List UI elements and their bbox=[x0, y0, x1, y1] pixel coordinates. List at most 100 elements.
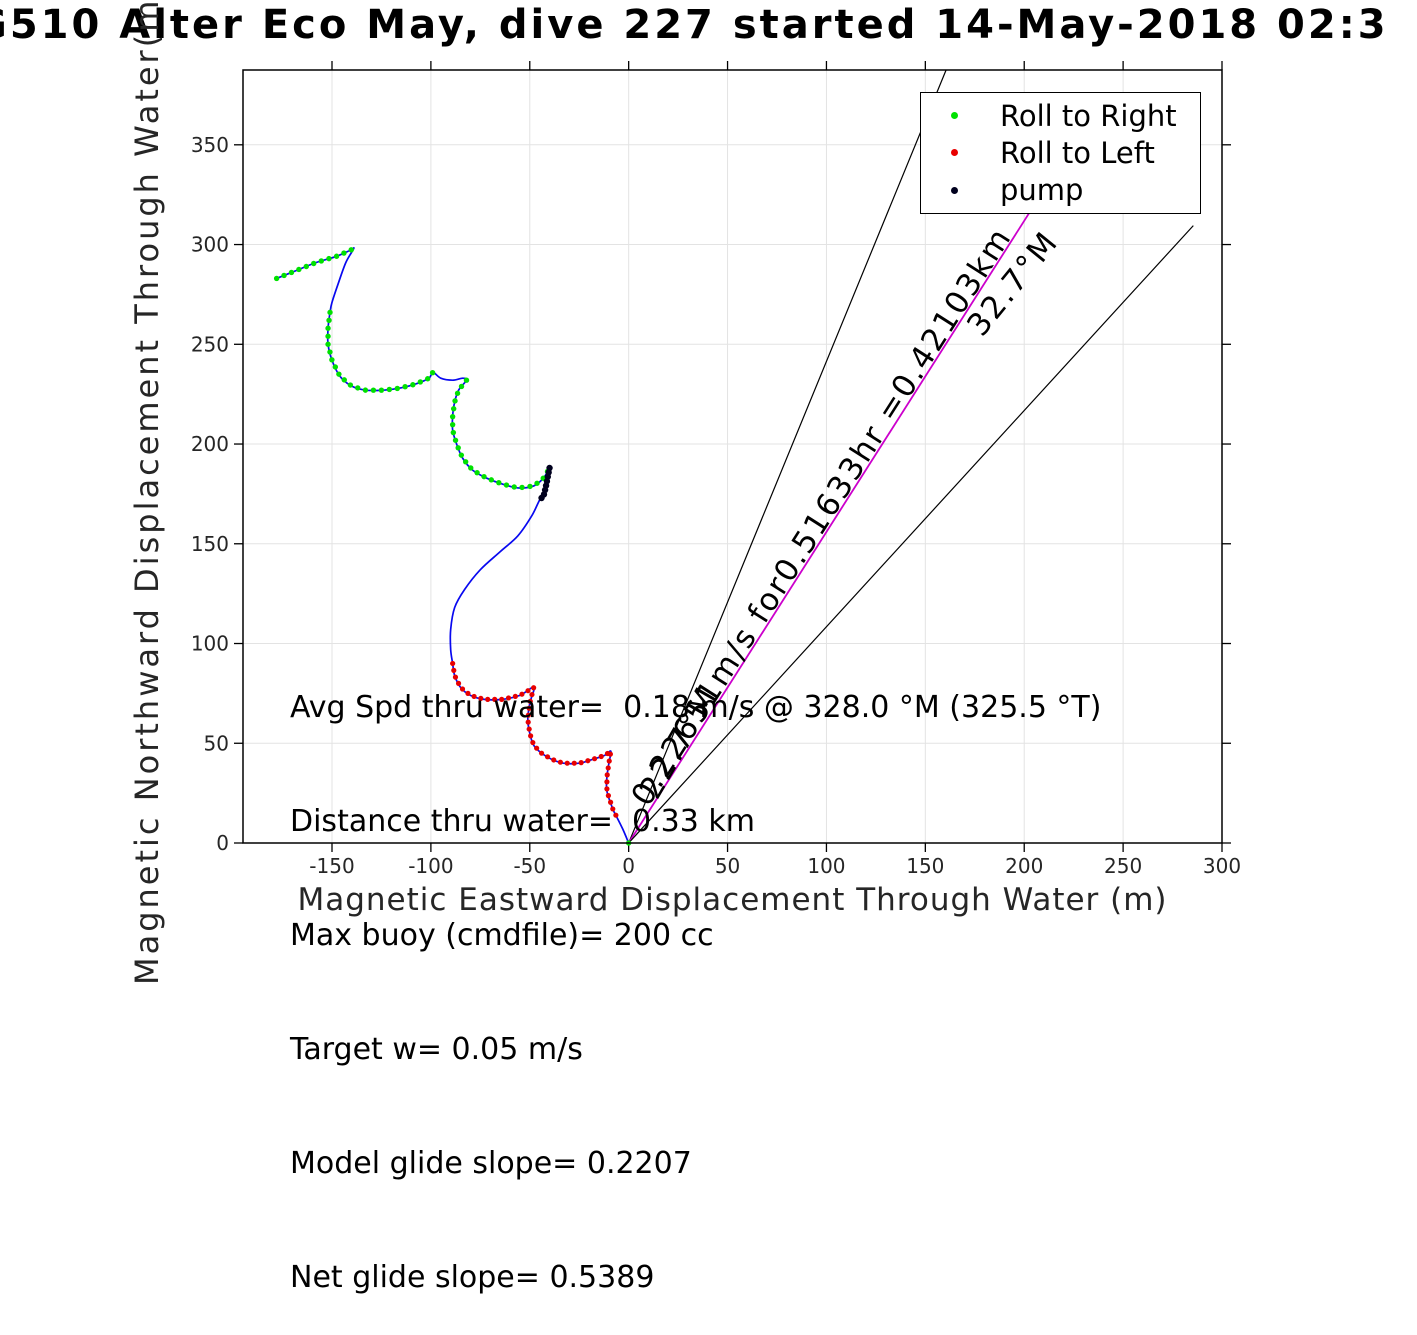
bearing-line-left bbox=[628, 69, 947, 844]
figure-window: { "chart_data": { "type": "line", "title… bbox=[0, 0, 1389, 1295]
roll-left-run-dot bbox=[459, 686, 466, 692]
roll-right-run-2-dot bbox=[326, 317, 332, 324]
roll-right-run-3-dot bbox=[450, 429, 457, 436]
roll-right-run-1-dot bbox=[273, 275, 280, 282]
roll-right-run-3-dot bbox=[511, 484, 517, 490]
roll-right-run-2-dot bbox=[336, 371, 342, 377]
x-tick-label: 50 bbox=[715, 854, 740, 878]
roll-left-run-dot bbox=[529, 691, 535, 698]
roll-left-run-dot bbox=[531, 685, 537, 691]
roll-right-run-3-dot bbox=[450, 406, 457, 412]
roll-right-run-2-dot bbox=[386, 386, 393, 393]
bearing-line-right bbox=[628, 225, 1194, 844]
roll-left-run-dot bbox=[551, 757, 557, 763]
roll-right-run-1-dot bbox=[318, 258, 324, 264]
roll-right-run-2-dot bbox=[325, 325, 331, 331]
roll-right-run-2-dot bbox=[341, 377, 347, 383]
roll-left-run-dot bbox=[519, 691, 525, 697]
roll-left-run-dot bbox=[607, 799, 614, 805]
roll-left-run-dot bbox=[607, 751, 613, 757]
roll-left-run-dot bbox=[557, 759, 563, 765]
roll-right-run-3-dot bbox=[496, 479, 502, 486]
roll-left-run-dot bbox=[471, 693, 477, 700]
stat-distance: Distance thru water= 0.33 km bbox=[290, 804, 755, 839]
figure-title: G510 Alter Eco May, dive 227 started 14-… bbox=[0, 2, 1389, 48]
roll-right-run-3-dot bbox=[481, 473, 487, 480]
roll-left-run-dot bbox=[526, 726, 532, 732]
roll-right-run-3-dot bbox=[458, 452, 465, 458]
roll-left-run-dot bbox=[604, 779, 610, 785]
y-tick-label: 250 bbox=[191, 332, 229, 356]
x-tick-label: 0 bbox=[622, 854, 635, 878]
roll-right-run-2-dot bbox=[362, 387, 369, 393]
x-tick-label: 250 bbox=[1104, 854, 1142, 878]
legend-item-roll-right: Roll to Right bbox=[921, 99, 1200, 133]
stats-annotation-block: Avg Spd thru water= 0.18 m/s @ 328.0 °M … bbox=[290, 613, 1101, 1335]
roll-left-run-dot bbox=[610, 806, 616, 812]
roll-right-run-3-dot bbox=[463, 377, 470, 383]
roll-right-run-3-dot bbox=[527, 483, 533, 490]
roll-left-run-dot bbox=[478, 695, 484, 701]
roll-right-run-1-dot bbox=[303, 263, 309, 270]
roll-left-run-dot bbox=[452, 674, 459, 680]
roll-right-run-3-dot bbox=[488, 477, 495, 483]
roll-left-run-dot bbox=[465, 690, 471, 696]
stat-net-glide-slope: Net glide slope= 0.5389 bbox=[290, 1260, 655, 1295]
roll-left-run-dot bbox=[525, 719, 531, 725]
roll-right-run-2-dot bbox=[332, 364, 339, 370]
legend-label: Roll to Left bbox=[1000, 135, 1155, 170]
roll-right-run-2-dot bbox=[402, 383, 408, 390]
stat-max-buoy: Max buoy (cmdfile)= 200 cc bbox=[290, 918, 714, 953]
x-tick-label: 300 bbox=[1203, 854, 1241, 878]
roll-right-run-2-dot bbox=[378, 387, 385, 393]
roll-left-run-dot bbox=[604, 772, 610, 778]
roll-left-run-dot bbox=[613, 812, 619, 818]
roll-right-run-3-dot bbox=[449, 413, 456, 420]
roll-left-run-dot bbox=[571, 760, 577, 766]
roll-right-run-1-dot bbox=[281, 272, 287, 279]
stat-avg-speed: Avg Spd thru water= 0.18 m/s @ 328.0 °M … bbox=[290, 690, 1102, 725]
roll-right-run-3-dot bbox=[462, 459, 469, 465]
roll-right-run-1-dot bbox=[333, 253, 340, 259]
roll-right-run-3-dot bbox=[468, 465, 474, 471]
roll-left-run-dot bbox=[591, 756, 598, 762]
x-tick-label: -100 bbox=[408, 854, 453, 878]
roll-right-run-1-dot bbox=[326, 255, 332, 262]
roll-right-run-1-dot bbox=[296, 266, 302, 273]
roll-left-run-dot bbox=[585, 758, 591, 764]
pump-marker-icon bbox=[951, 186, 958, 194]
y-tick-label: 300 bbox=[191, 233, 229, 257]
roll-left-run-dot bbox=[606, 758, 612, 764]
x-axis-label: Magnetic Eastward Displacement Through W… bbox=[297, 882, 1168, 918]
roll-right-run-2-dot bbox=[394, 385, 401, 392]
y-tick-label: 100 bbox=[191, 632, 229, 656]
y-tick-label: 200 bbox=[191, 432, 229, 456]
roll-right-run-3-dot bbox=[534, 480, 540, 486]
roll-left-run-dot bbox=[527, 698, 533, 704]
roll-right-run-2-dot bbox=[327, 309, 333, 316]
roll-left-run-dot bbox=[499, 696, 505, 702]
roll-right-run-3-dot bbox=[452, 398, 458, 404]
roll-right-run-3-dot bbox=[449, 421, 456, 428]
y-tick-label: 350 bbox=[191, 133, 229, 157]
course-line bbox=[627, 136, 1079, 844]
roll-right-run-3-dot bbox=[452, 437, 459, 443]
roll-right-run-2-dot bbox=[329, 357, 335, 363]
y-tick-label: 150 bbox=[191, 532, 229, 556]
roll-left-run-dot bbox=[492, 696, 498, 702]
roll-left-run-dot bbox=[605, 793, 611, 799]
roll-left-run-dot bbox=[544, 754, 551, 760]
roll-left-run-dot bbox=[512, 693, 518, 699]
roll-left-run-dot bbox=[451, 667, 457, 673]
stat-target-w: Target w= 0.05 m/s bbox=[290, 1032, 583, 1067]
y-tick-label: 50 bbox=[204, 731, 229, 755]
roll-right-run-2-dot bbox=[370, 387, 377, 393]
roll-left-run-dot bbox=[598, 753, 604, 760]
plot-canvas: -150 -100 -50 0 50 100 150 200 250 300 0 50 100 150 20… bbox=[191, 61, 1241, 878]
roll-left-run-dot bbox=[564, 760, 570, 766]
x-tick-label: 100 bbox=[807, 854, 845, 878]
plot-box bbox=[242, 69, 1223, 844]
roll-left-run-dot bbox=[525, 688, 531, 694]
x-tick-label: -50 bbox=[513, 854, 546, 878]
roll-left-run-dot bbox=[604, 786, 610, 792]
